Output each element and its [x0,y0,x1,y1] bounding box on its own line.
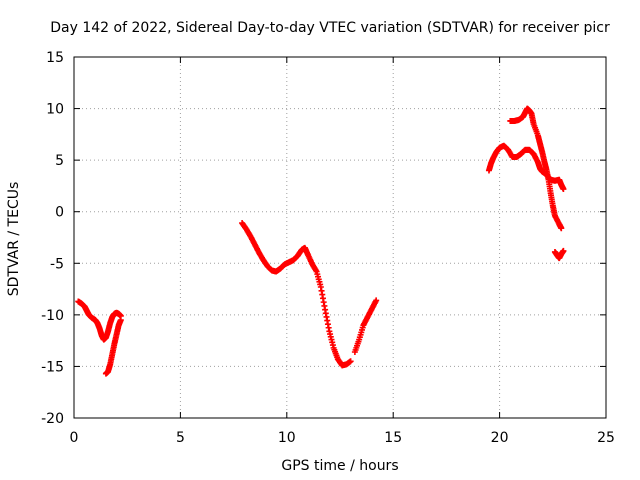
y-tick-label: -15 [41,359,64,375]
plot-frame [73,56,607,419]
y-tick-label: 10 [46,102,64,118]
y-tick-label: -5 [50,256,64,272]
series-arc-7 [551,247,567,262]
y-tick-label: 0 [55,205,64,221]
y-tick-label: 15 [46,50,64,66]
grid [74,57,606,418]
series-arc-5 [485,142,567,193]
x-tick-label: 0 [70,430,79,446]
x-tick-label: 20 [491,430,509,446]
data-point [560,186,567,193]
data-points [75,105,567,377]
axis-ticks: 0 5 10 15 20 25 -20 -15 -10 -5 0 5 10 15 [41,50,615,446]
data-point [560,247,567,254]
series-arc-2 [102,317,124,377]
x-tick-label: 15 [384,430,402,446]
x-tick-label: 25 [597,430,615,446]
y-tick-label: -20 [41,411,64,427]
series-arc-6 [507,105,565,232]
x-tick-label: 5 [176,430,185,446]
series-arc-3 [239,220,354,369]
y-axis-title: SDTVAR / TECUs [6,182,22,297]
data-point [347,358,354,365]
x-axis-title: GPS time / hours [281,458,398,474]
chart-title: Day 142 of 2022, Sidereal Day-to-day VTE… [50,20,610,36]
data-point [558,225,565,232]
data-point [117,317,124,324]
series-arc-1 [75,298,124,343]
data-point [373,297,380,304]
y-tick-label: -10 [41,308,64,324]
x-tick-label: 10 [278,430,296,446]
y-tick-label: 5 [55,153,64,169]
series-arc-4 [351,297,380,355]
